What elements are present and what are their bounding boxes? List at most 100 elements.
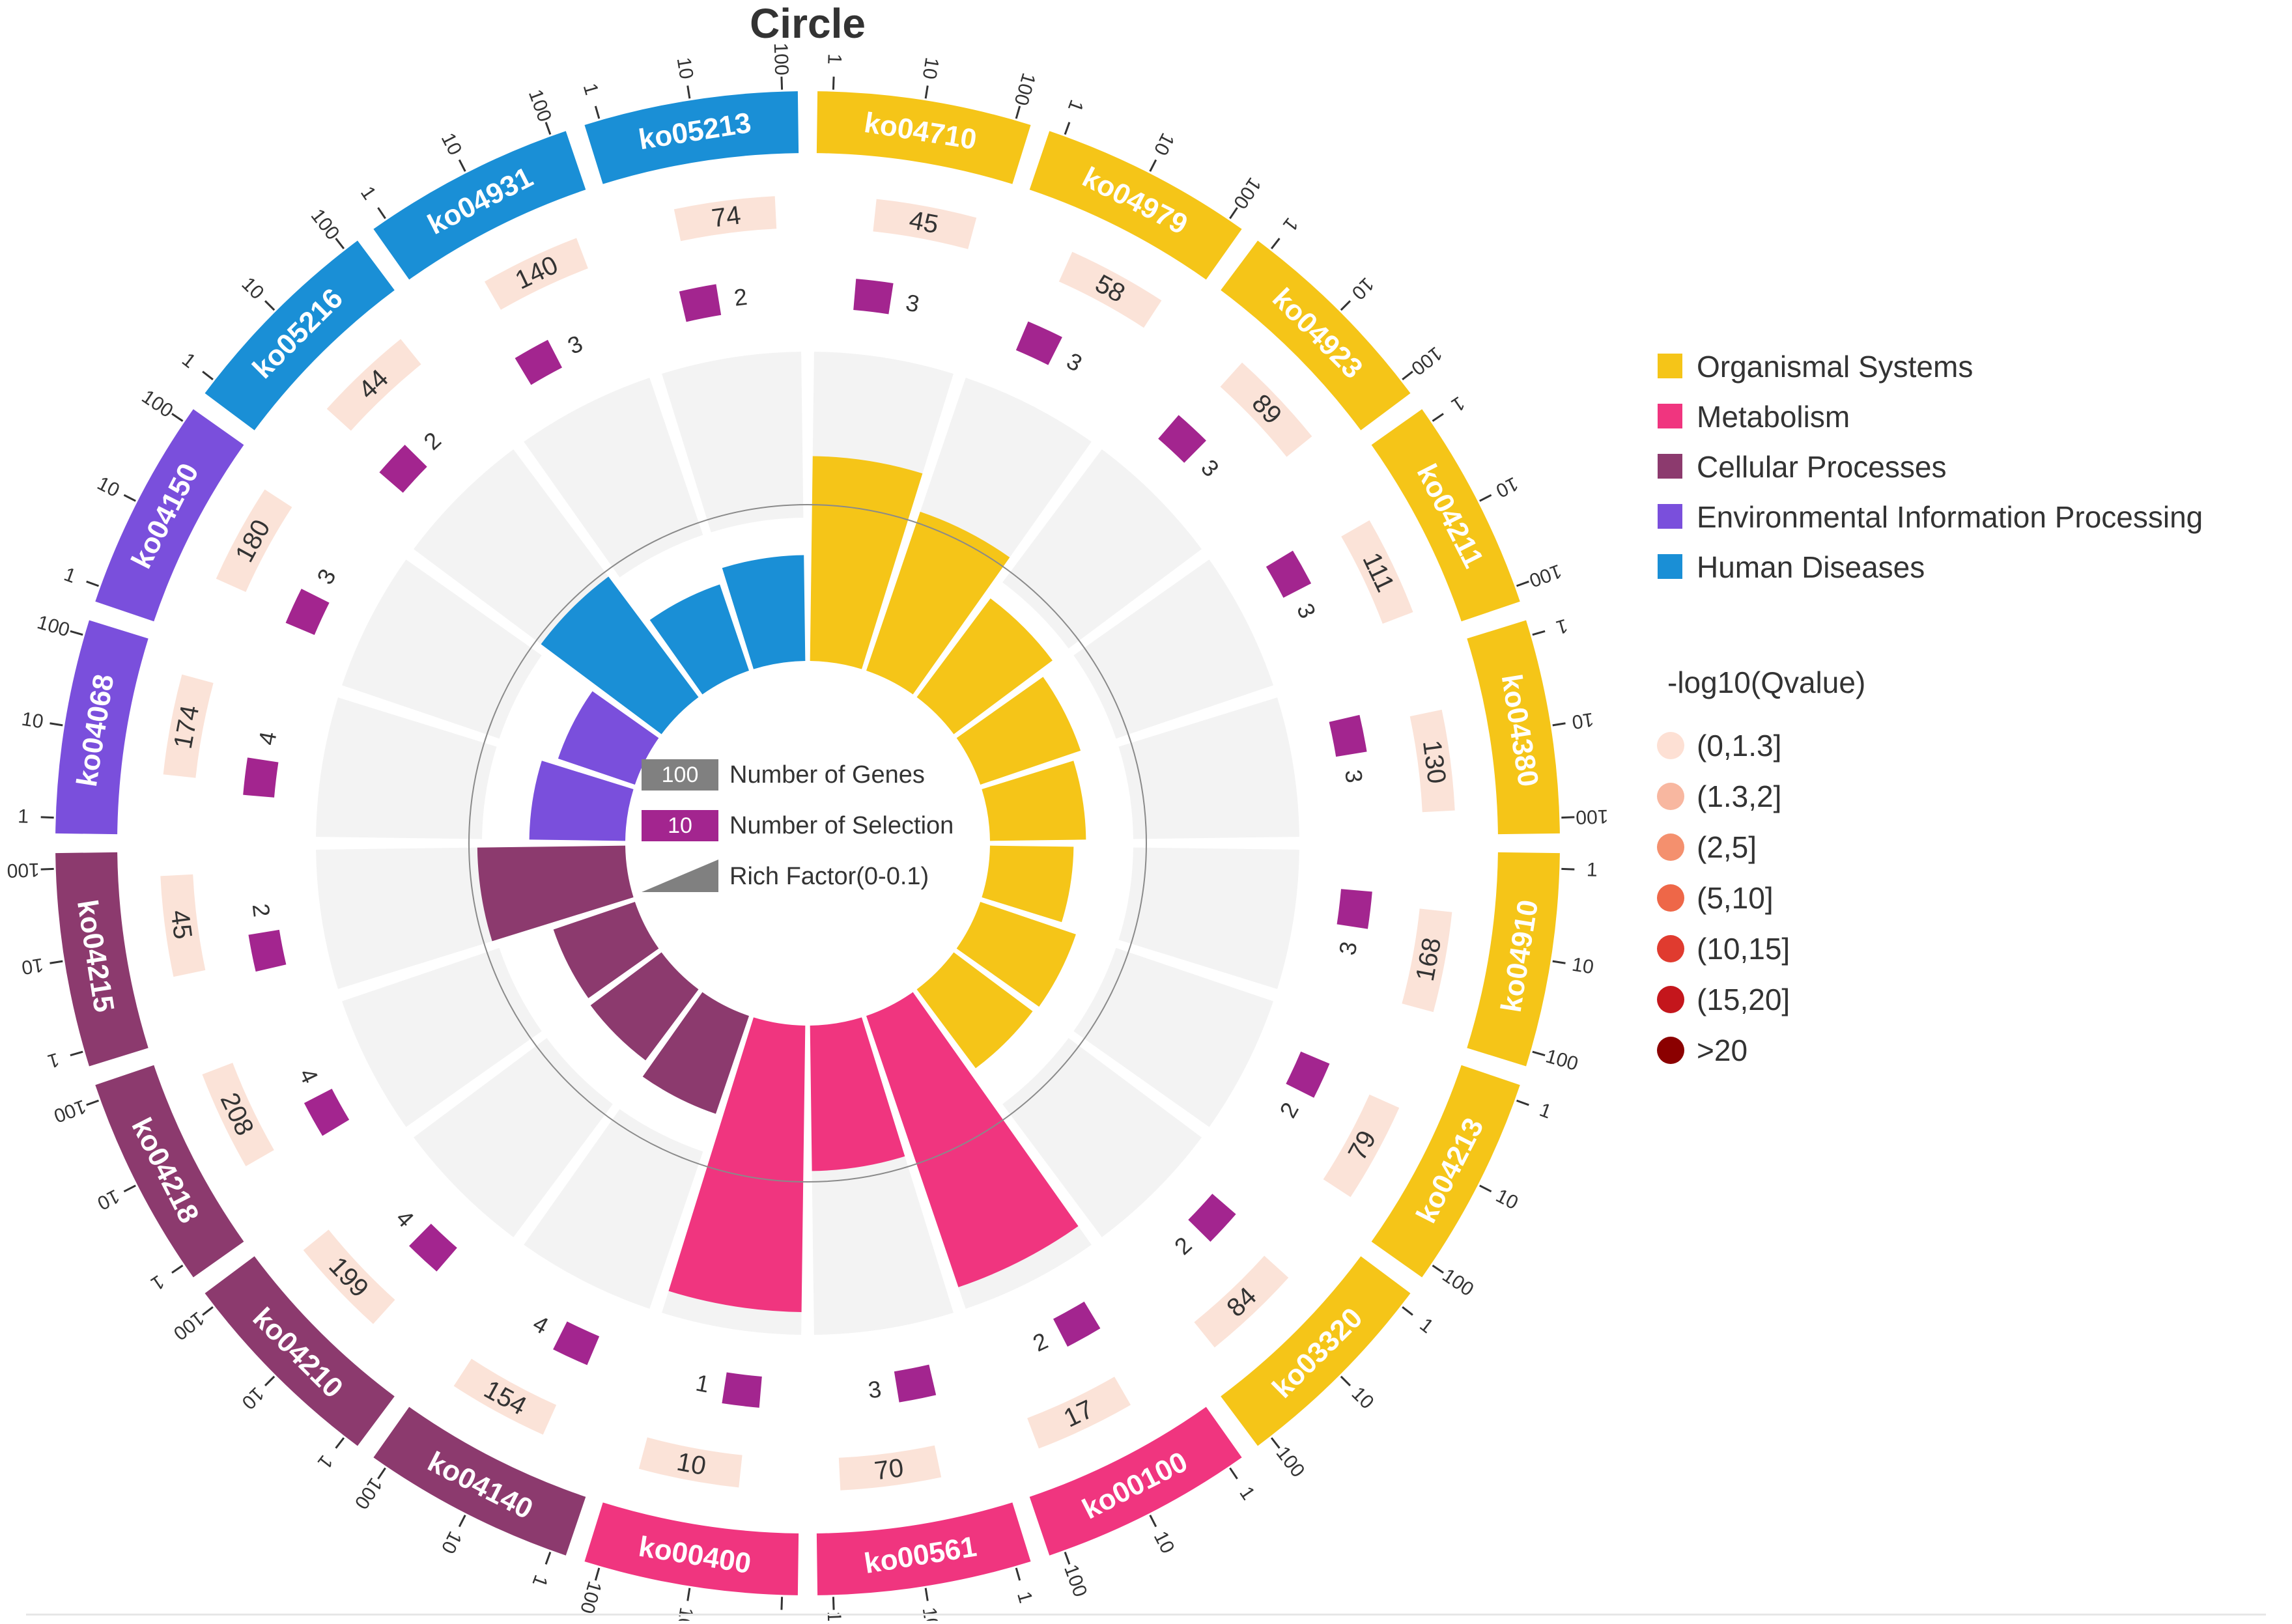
center-legend-sample-0: 100 [662,763,699,787]
selection-count-ko05213: 2 [733,283,749,311]
category-legend-label-4: Human Diseases [1697,550,1925,584]
category-legend-label-1: Metabolism [1697,400,1850,434]
selection-count-ko04218: 4 [294,1064,324,1087]
gene-band-ko04931 [485,238,588,310]
scale-label-ko04211-0: 1 [1447,392,1468,416]
category-legend-label-2: Cellular Processes [1697,450,1946,484]
scale-tick-ko04218-1 [123,1184,136,1193]
selection-count-ko04380: 3 [1340,768,1368,785]
track-bg-ko04215 [316,847,497,989]
scale-tick-ko04910-1 [1552,960,1566,964]
center-legend-label-0: Number of Genes [729,761,925,789]
selection-count-ko04979: 3 [1062,347,1086,377]
gene-band-ko04218 [202,1063,274,1166]
selection-mark-ko05213 [679,284,722,322]
pathway-ring-ko00561 [816,1502,1031,1595]
scale-tick-ko00561-2 [832,1597,835,1610]
selection-mark-ko00100 [1053,1301,1101,1347]
scale-label-ko04150-1: 10 [94,473,123,502]
gene-band-ko05213 [673,196,777,242]
qvalue-legend-swatch-1 [1657,783,1684,810]
selection-mark-ko04910 [1337,889,1372,929]
scale-tick-ko04910-2 [1532,1050,1546,1057]
qvalue-legend-swatch-0 [1657,732,1684,759]
scale-label-ko04923-1: 10 [1348,273,1378,303]
rich-factor-bar-ko04150 [558,691,659,785]
selection-mark-ko00400 [722,1372,762,1408]
scale-tick-ko05216-1 [264,300,276,311]
qvalue-legend-label-5: (15,20] [1697,983,1790,1016]
selection-count-ko04150: 3 [311,565,341,589]
pathway-ring-ko04215 [55,852,149,1067]
rich-factor-bar-ko04979 [866,511,1010,695]
selection-mark-ko04210 [409,1224,457,1272]
pathway-ring-ko04910 [1467,852,1560,1067]
scale-label-ko05213-2: 100 [770,42,793,76]
selection-count-ko04215: 2 [248,903,276,919]
track-bg-ko03320 [1002,1038,1202,1237]
track-bg-ko04218 [342,947,542,1127]
scale-tick-ko04210-0 [335,1437,345,1449]
scale-label-ko04910-2: 100 [1543,1045,1580,1075]
scale-label-ko04213-1: 10 [1492,1185,1521,1214]
center-legend-swatch-1 [642,810,718,841]
scale-tick-ko04979-0 [1064,122,1071,135]
scale-tick-ko04215-0 [70,1050,83,1057]
track-bg-ko04140 [524,1109,703,1309]
scale-tick-ko04211-1 [1479,494,1492,502]
scale-tick-ko03320-0 [1402,1306,1413,1316]
selection-mark-ko00561 [894,1364,937,1403]
scale-label-ko04068-1: 10 [20,708,45,733]
rich-factor-reference-ring [468,504,1147,1183]
pathway-ring-ko04218 [95,1065,244,1278]
selection-count-ko00100: 2 [1028,1327,1051,1357]
scale-label-ko03320-1: 10 [1348,1383,1378,1414]
selection-mark-ko04218 [304,1089,350,1136]
scale-label-ko04923-0: 1 [1279,214,1302,235]
scale-label-ko04140-0: 1 [528,1572,552,1589]
scale-tick-ko04218-2 [86,1099,100,1106]
scale-tick-ko04211-0 [1432,413,1444,422]
category-legend-label-0: Organismal Systems [1697,350,1973,384]
scale-tick-ko04710-2 [1015,105,1021,119]
gene-band-ko04140 [453,1358,557,1435]
selection-count-ko00561: 3 [867,1375,883,1403]
pathway-ring-ko04211 [1371,409,1520,622]
selection-count-ko05216: 2 [418,427,446,455]
qvalue-legend-label-2: (2,5] [1697,830,1757,864]
pathway-ring-ko04213 [1371,1065,1520,1278]
pathway-ring-ko04140 [373,1407,586,1556]
center-legend-label-1: Number of Selection [729,812,954,839]
selection-count-ko04923: 3 [1196,454,1224,482]
scale-label-ko04979-2: 100 [1229,174,1265,213]
gene-band-ko04150 [216,489,292,593]
scale-label-ko04923-2: 100 [1407,343,1446,380]
scale-tick-ko04140-1 [458,1515,466,1528]
track-bg-ko04210 [414,1038,613,1237]
scale-label-ko04068-2: 100 [35,611,72,641]
gene-band-ko05216 [326,339,421,431]
scale-label-ko00100-1: 10 [1150,1528,1179,1557]
track-bg-ko05213 [662,352,804,533]
scale-tick-ko04931-1 [458,159,466,172]
center-legend-label-2: Rich Factor(0-0.1) [729,863,929,890]
scale-label-ko03320-0: 1 [1415,1314,1437,1337]
pathway-ring-ko04923 [1221,240,1411,430]
pathway-ring-ko00100 [1029,1407,1242,1556]
scale-label-ko04910-0: 1 [1586,859,1598,881]
scale-tick-ko04068-2 [70,630,83,636]
scale-label-ko04140-1: 10 [437,1528,466,1557]
bottom-divider [26,1614,2266,1616]
scale-tick-ko04380-0 [1532,630,1546,636]
scale-tick-ko04931-2 [545,122,552,135]
qvalue-legend-swatch-6 [1657,1037,1684,1064]
rich-factor-bar-ko04215 [477,845,634,942]
track-bg-ko04923 [1002,449,1202,649]
scale-tick-ko03320-2 [1270,1437,1280,1449]
selection-mark-ko04213 [1286,1051,1330,1098]
scale-label-ko05216-0: 1 [178,349,199,372]
scale-tick-ko04150-0 [86,580,100,587]
pathway-ring-ko05216 [205,240,395,430]
scale-tick-ko00400-2 [594,1567,601,1581]
